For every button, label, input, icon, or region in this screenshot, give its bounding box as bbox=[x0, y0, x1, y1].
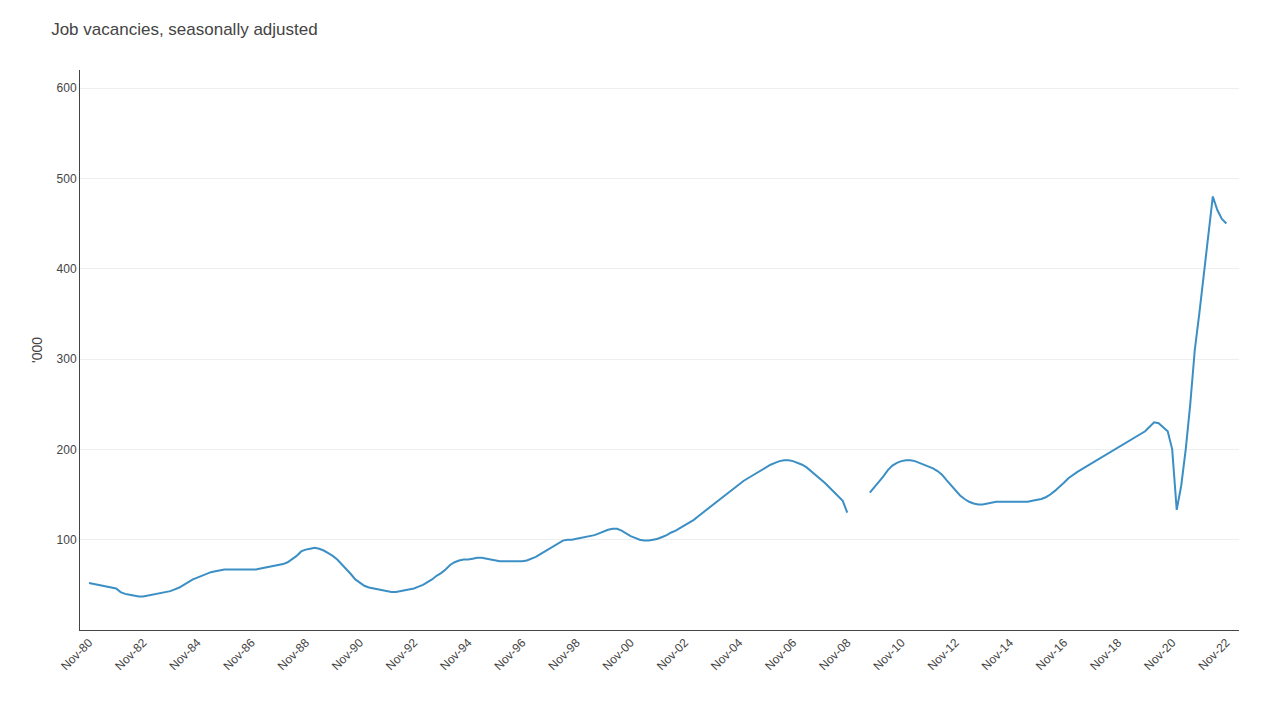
svg-text:Nov-96: Nov-96 bbox=[491, 636, 528, 673]
svg-text:Nov-16: Nov-16 bbox=[1033, 636, 1070, 673]
svg-text:Nov-18: Nov-18 bbox=[1087, 636, 1124, 673]
svg-text:Nov-02: Nov-02 bbox=[654, 636, 691, 673]
svg-text:Nov-20: Nov-20 bbox=[1141, 636, 1178, 673]
svg-text:'000: '000 bbox=[29, 337, 45, 363]
svg-text:Nov-98: Nov-98 bbox=[546, 636, 583, 673]
svg-text:100: 100 bbox=[57, 533, 77, 547]
svg-text:Nov-90: Nov-90 bbox=[329, 636, 366, 673]
svg-text:Nov-10: Nov-10 bbox=[871, 636, 908, 673]
svg-text:400: 400 bbox=[57, 262, 77, 276]
svg-text:Nov-22: Nov-22 bbox=[1195, 636, 1232, 673]
svg-text:Nov-04: Nov-04 bbox=[708, 636, 745, 673]
svg-text:Nov-82: Nov-82 bbox=[112, 636, 149, 673]
svg-text:Nov-14: Nov-14 bbox=[979, 636, 1016, 673]
svg-text:200: 200 bbox=[57, 443, 77, 457]
svg-text:Job vacancies, seasonally adju: Job vacancies, seasonally adjusted bbox=[51, 20, 318, 39]
svg-text:Nov-06: Nov-06 bbox=[762, 636, 799, 673]
svg-text:500: 500 bbox=[57, 172, 77, 186]
svg-text:Nov-84: Nov-84 bbox=[166, 636, 203, 673]
svg-text:Nov-94: Nov-94 bbox=[437, 636, 474, 673]
svg-text:300: 300 bbox=[57, 352, 77, 366]
svg-text:Nov-80: Nov-80 bbox=[58, 636, 95, 673]
svg-text:Nov-88: Nov-88 bbox=[275, 636, 312, 673]
svg-text:Nov-08: Nov-08 bbox=[816, 636, 853, 673]
svg-text:Nov-12: Nov-12 bbox=[925, 636, 962, 673]
svg-text:Nov-00: Nov-00 bbox=[600, 636, 637, 673]
svg-text:Nov-92: Nov-92 bbox=[383, 636, 420, 673]
svg-text:600: 600 bbox=[57, 81, 77, 95]
svg-text:Nov-86: Nov-86 bbox=[221, 636, 258, 673]
